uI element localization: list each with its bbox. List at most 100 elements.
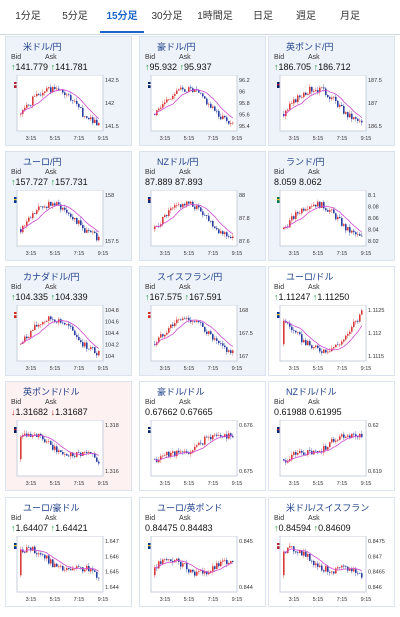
candle-body [283,227,285,230]
candle-body [168,451,170,457]
rate-card[interactable]: 豪ドル/円 Bid Ask ↑95.932 ↑95.937 96.2 96 95.8 95.6… [139,36,266,146]
currency-pair-title[interactable]: 豪ドル/円 [145,40,196,88]
rate-card[interactable]: ユーロ/英ポンド Bid Ask 0.84475 0.84483 0.845 0.844 3… [139,497,266,607]
candle-body [62,207,64,210]
currency-pair-title[interactable]: ユーロ/豪ドル [11,501,80,549]
currency-pair-title[interactable]: 豪ドル/ドル [145,385,205,433]
candle-body [40,553,42,555]
candle-body [98,236,100,241]
candle-body [26,336,28,339]
candle-body [361,573,363,578]
moving-average-line [283,205,362,233]
candle-body [305,92,307,95]
candle-body [48,316,50,321]
x-tick-label: 3:15 [289,251,300,257]
rate-card[interactable]: 英ポンド/円 Bid Ask ↑186.705 ↑186.712 187.5 187 186… [268,36,395,146]
candle-body [62,322,64,324]
tab-1[interactable]: 5分足 [62,11,88,22]
rate-card[interactable]: NZドル/円 Bid Ask 87.889 87.893 88 87.8 87.6 3:15 5… [139,151,266,261]
candle-body [291,103,293,105]
rate-card[interactable]: 英ポンド/ドル Bid Ask ↓1.31682 ↓1.31687 1.318 1.316… [5,381,132,491]
currency-pair-title[interactable]: NZドル/ドル [274,385,337,433]
candle-body [196,320,198,322]
rate-card[interactable]: 米ドル/スイスフラン Bid Ask ↑0.84594 ↑0.84609 0.8475 0… [268,497,395,607]
candle-body [208,215,210,221]
rate-card[interactable]: ユーロ/円 Bid Ask ↑157.727 ↑157.731 158 157.5 3:15… [5,151,132,261]
timeframe-tabs: 1分足 5分足 15分足 30分足 1時間足 日足 週足 月足 [0,0,400,35]
candle-body [357,320,359,322]
currency-pair-title[interactable]: ランド/円 [274,155,325,203]
x-tick-label: 9:15 [232,136,243,142]
tab-6[interactable]: 週足 [296,11,316,22]
candle-body [313,346,315,349]
currency-pair-title[interactable]: 米ドル/スイスフラン [274,501,369,549]
candle-body [293,452,295,455]
candle-body [96,353,98,356]
rate-card[interactable]: ランド/円 Bid Ask 8.059 8.062 8.1 8.08 8.06 8.04 8.0… [268,151,395,261]
tab-0[interactable]: 1分足 [15,11,41,22]
candle-body [329,351,331,352]
rate-card[interactable]: 米ドル/円 Bid Ask ↑141.779 ↑141.781 142.5 142 141.… [5,36,132,146]
candle-body [54,87,56,90]
candle-body [184,563,186,564]
rate-card[interactable]: ユーロ/豪ドル Bid Ask ↑1.64407 ↑1.64421 1.647 1.646… [5,497,132,607]
tab-4[interactable]: 1時間足 [197,11,233,22]
candle-body [38,206,40,211]
candle-body [94,453,96,458]
candle-body [180,87,182,90]
tab-2[interactable]: 15分足 [100,0,144,33]
candle-body [216,338,218,341]
rate-card[interactable]: ユーロ/ドル Bid Ask ↑1.11247 ↑1.11250 1.1125 1.112… [268,266,395,376]
pair-name: ユーロ/ドル [286,272,334,282]
currency-pair-title[interactable]: NZドル/円 [145,155,199,203]
candle-body [339,217,341,219]
arrow-up-icon: ↑ [145,292,150,302]
y-tick-label: 1.316 [105,469,119,475]
x-tick-label: 5:15 [313,251,324,257]
moving-average-line [20,549,99,572]
chart-plot-area [279,536,367,593]
candle-body [88,229,90,231]
x-tick-label: 5:15 [50,597,61,603]
candle-body [188,201,190,204]
x-tick-label: 3:15 [289,136,300,142]
candle-body [204,326,206,332]
candle-body [40,206,42,208]
rate-card[interactable]: NZドル/ドル Bid Ask 0.61988 0.61995 0.62 0.619 3:1… [268,381,395,491]
candle-body [321,202,323,208]
candle-body [32,546,34,551]
currency-pair-title[interactable]: ユーロ/英ポンド [145,501,223,549]
currency-pair-title[interactable]: 米ドル/円 [11,40,62,88]
rate-card[interactable]: 豪ドル/ドル Bid Ask 0.67662 0.67665 0.676 0.675 3:1… [139,381,266,491]
candle-body [164,215,166,217]
currency-pair-title[interactable]: ユーロ/ドル [274,270,334,318]
candle-body [160,456,162,460]
x-tick-label: 9:15 [98,366,109,372]
candle-body [20,113,22,115]
currency-pair-title[interactable]: カナダドル/円 [11,270,80,318]
rate-card[interactable]: スイスフラン/円 Bid Ask ↑167.575 ↑167.591 168 167.5 1… [139,266,266,376]
currency-pair-title[interactable]: 英ポンド/円 [274,40,334,88]
tab-5[interactable]: 日足 [253,11,273,22]
tab-7[interactable]: 月足 [340,11,360,22]
candle-body [168,99,170,100]
candle-body [224,232,226,235]
candle-body [90,569,92,572]
currency-pair-title[interactable]: スイスフラン/円 [145,270,222,318]
currency-pair-title[interactable]: ユーロ/円 [11,155,62,203]
candle-body [42,206,44,208]
y-tick-label: 104.4 [105,331,119,337]
currency-pair-title[interactable]: 英ポンド/ドル [11,385,80,433]
candle-body [347,334,349,336]
rate-card[interactable]: カナダドル/円 Bid Ask ↑104.335 ↑104.339 104.8 104.6… [5,266,132,376]
tab-3[interactable]: 30分足 [151,11,183,22]
x-tick-label: 7:15 [74,251,85,257]
candle-body [174,323,176,327]
candle-body [345,436,347,438]
candle-body [335,440,337,442]
candle-body [164,334,166,337]
x-tick-label: 5:15 [313,481,324,487]
candle-body [303,452,305,455]
candle-body [353,433,355,435]
flag-icon [145,274,157,318]
